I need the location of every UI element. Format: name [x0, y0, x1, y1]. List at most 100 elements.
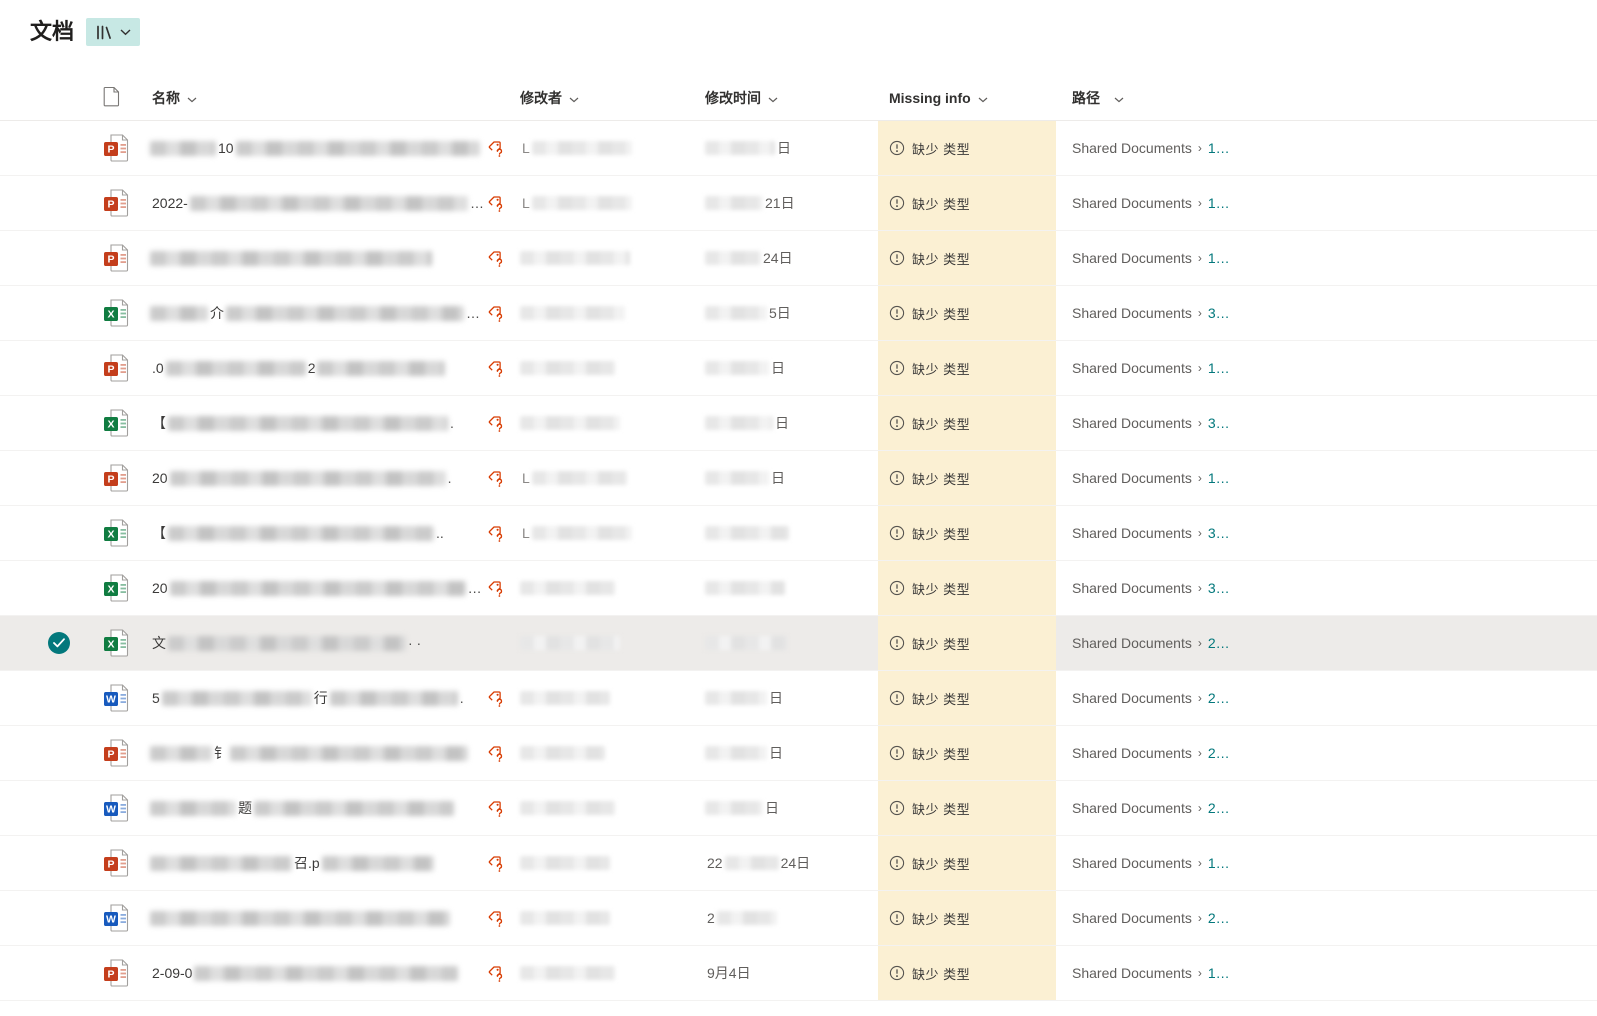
row-select-cell[interactable]	[0, 891, 80, 945]
table-row[interactable]: P .0 2 日	[0, 341, 1597, 396]
row-select-cell[interactable]	[0, 726, 80, 780]
file-name-cell[interactable]: 2-09-0	[140, 946, 510, 1000]
path-link[interactable]: 1…	[1207, 855, 1230, 871]
row-select-cell[interactable]	[0, 396, 80, 450]
row-select-cell[interactable]	[0, 836, 80, 890]
row-select-cell[interactable]	[0, 451, 80, 505]
path-link[interactable]: 2…	[1207, 800, 1230, 816]
file-name-cell[interactable]: 钅	[140, 726, 510, 780]
column-header-modified-time[interactable]: 修改时间	[695, 88, 878, 108]
table-row[interactable]: W 2	[0, 891, 1597, 946]
missing-info-cell[interactable]: 缺少 类型	[878, 506, 1056, 560]
row-select-cell[interactable]	[0, 781, 80, 835]
path-link[interactable]: 2…	[1207, 635, 1230, 651]
missing-info-cell[interactable]: 缺少 类型	[878, 781, 1056, 835]
file-name-cell[interactable]: 介 …	[140, 286, 510, 340]
row-select-cell[interactable]	[0, 231, 80, 285]
path-link[interactable]: 2…	[1207, 690, 1230, 706]
row-select-cell[interactable]	[0, 176, 80, 230]
table-row[interactable]: W 5 行 . 日	[0, 671, 1597, 726]
path-cell[interactable]: Shared Documents › 3…	[1056, 506, 1597, 560]
path-cell[interactable]: Shared Documents › 2…	[1056, 726, 1597, 780]
path-cell[interactable]: Shared Documents › 2…	[1056, 891, 1597, 945]
file-name-cell[interactable]: 2022- …	[140, 176, 510, 230]
header-file-type[interactable]	[80, 86, 140, 110]
selected-check-icon[interactable]	[48, 632, 70, 654]
file-name-cell[interactable]: 题	[140, 781, 510, 835]
file-name-cell[interactable]: 20 .	[140, 451, 510, 505]
row-select-cell[interactable]	[0, 286, 80, 340]
file-name-cell[interactable]: .0 2	[140, 341, 510, 395]
column-header-modified-by[interactable]: 修改者	[510, 88, 695, 108]
view-selector-button[interactable]	[86, 18, 141, 46]
file-name-cell[interactable]: 召.p	[140, 836, 510, 890]
path-cell[interactable]: Shared Documents › 1…	[1056, 341, 1597, 395]
table-row[interactable]: P 10 L 日	[0, 121, 1597, 176]
table-row[interactable]: X 【 .. L	[0, 506, 1597, 561]
missing-info-cell[interactable]: 缺少 类型	[878, 121, 1056, 175]
missing-info-cell[interactable]: 缺少 类型	[878, 341, 1056, 395]
path-link[interactable]: 1…	[1207, 360, 1230, 376]
missing-info-cell[interactable]: 缺少 类型	[878, 561, 1056, 615]
path-cell[interactable]: Shared Documents › 2…	[1056, 781, 1597, 835]
path-link[interactable]: 3…	[1207, 415, 1230, 431]
table-row[interactable]: X 20 …	[0, 561, 1597, 616]
path-link[interactable]: 1…	[1207, 250, 1230, 266]
missing-info-cell[interactable]: 缺少 类型	[878, 616, 1056, 670]
table-row[interactable]: P 钅 日	[0, 726, 1597, 781]
missing-info-cell[interactable]: 缺少 类型	[878, 726, 1056, 780]
file-name-cell[interactable]: 5 行 .	[140, 671, 510, 725]
file-name-cell[interactable]: 【 .	[140, 396, 510, 450]
path-link[interactable]: 3…	[1207, 525, 1230, 541]
file-name-cell[interactable]	[140, 231, 510, 285]
path-link[interactable]: 3…	[1207, 580, 1230, 596]
path-link[interactable]: 2…	[1207, 910, 1230, 926]
table-row[interactable]: P 2022- … L 21日	[0, 176, 1597, 231]
row-select-cell[interactable]	[0, 946, 80, 1000]
missing-info-cell[interactable]: 缺少 类型	[878, 396, 1056, 450]
path-cell[interactable]: Shared Documents › 1…	[1056, 451, 1597, 505]
missing-info-cell[interactable]: 缺少 类型	[878, 946, 1056, 1000]
file-name-cell[interactable]: 20 …	[140, 561, 510, 615]
row-select-cell[interactable]	[0, 561, 80, 615]
path-cell[interactable]: Shared Documents › 2…	[1056, 616, 1597, 670]
file-name-cell[interactable]: 【 ..	[140, 506, 510, 560]
table-row[interactable]: X 文 · ·	[0, 616, 1597, 671]
missing-info-cell[interactable]: 缺少 类型	[878, 891, 1056, 945]
path-cell[interactable]: Shared Documents › 3…	[1056, 286, 1597, 340]
file-name-cell[interactable]: 文 · ·	[140, 616, 510, 670]
path-cell[interactable]: Shared Documents › 1…	[1056, 836, 1597, 890]
missing-info-cell[interactable]: 缺少 类型	[878, 836, 1056, 890]
file-name-cell[interactable]	[140, 891, 510, 945]
column-header-missing-info[interactable]: Missing info	[878, 90, 1056, 106]
table-row[interactable]: P 2-09-0 9月4日	[0, 946, 1597, 1001]
path-cell[interactable]: Shared Documents › 1…	[1056, 121, 1597, 175]
row-select-cell[interactable]	[0, 671, 80, 725]
row-select-cell[interactable]	[0, 121, 80, 175]
row-select-cell[interactable]	[0, 616, 80, 670]
path-link[interactable]: 2…	[1207, 745, 1230, 761]
path-link[interactable]: 3…	[1207, 305, 1230, 321]
path-link[interactable]: 1…	[1207, 965, 1230, 981]
table-row[interactable]: P 20 . L 日	[0, 451, 1597, 506]
path-link[interactable]: 1…	[1207, 470, 1230, 486]
path-link[interactable]: 1…	[1207, 140, 1230, 156]
path-cell[interactable]: Shared Documents › 1…	[1056, 946, 1597, 1000]
missing-info-cell[interactable]: 缺少 类型	[878, 231, 1056, 285]
path-cell[interactable]: Shared Documents › 3…	[1056, 396, 1597, 450]
column-header-path[interactable]: 路径	[1056, 88, 1597, 108]
path-cell[interactable]: Shared Documents › 1…	[1056, 176, 1597, 230]
missing-info-cell[interactable]: 缺少 类型	[878, 451, 1056, 505]
path-cell[interactable]: Shared Documents › 1…	[1056, 231, 1597, 285]
row-select-cell[interactable]	[0, 506, 80, 560]
missing-info-cell[interactable]: 缺少 类型	[878, 671, 1056, 725]
file-name-cell[interactable]: 10	[140, 121, 510, 175]
table-row[interactable]: W 题 日	[0, 781, 1597, 836]
missing-info-cell[interactable]: 缺少 类型	[878, 286, 1056, 340]
missing-info-cell[interactable]: 缺少 类型	[878, 176, 1056, 230]
path-cell[interactable]: Shared Documents › 3…	[1056, 561, 1597, 615]
table-row[interactable]: X 【 . 日	[0, 396, 1597, 451]
path-cell[interactable]: Shared Documents › 2…	[1056, 671, 1597, 725]
row-select-cell[interactable]	[0, 341, 80, 395]
table-row[interactable]: X 介 … 5日	[0, 286, 1597, 341]
